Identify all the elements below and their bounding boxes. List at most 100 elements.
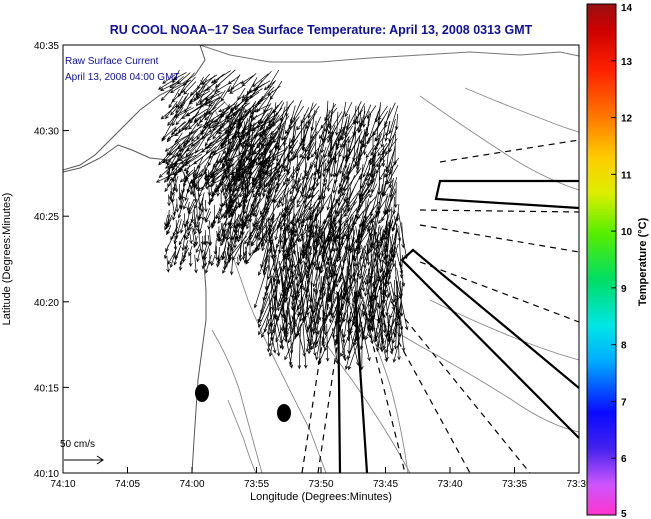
current-vector: [304, 223, 309, 261]
current-vector: [373, 231, 377, 252]
current-vector: [359, 316, 371, 362]
current-vector: [183, 198, 189, 210]
current-vector: [392, 279, 396, 304]
current-vector: [220, 85, 231, 102]
current-vector: [299, 244, 306, 265]
current-vector: [219, 102, 238, 130]
current-vector: [227, 241, 231, 258]
current-vector: [268, 315, 279, 357]
current-vector: [327, 225, 340, 262]
current-vector: [388, 105, 399, 135]
current-vector: [398, 291, 409, 331]
x-tick-label: 74:00: [179, 479, 204, 490]
current-vector: [189, 233, 193, 245]
x-axis-label: Longitude (Degrees:Minutes): [250, 491, 392, 503]
current-vector: [321, 226, 335, 260]
current-vector: [389, 176, 398, 198]
current-vector: [287, 248, 295, 272]
current-vector: [223, 141, 239, 174]
current-vector: [242, 183, 257, 205]
current-vector: [276, 122, 285, 150]
current-vector: [263, 163, 283, 189]
current-vector: [240, 75, 254, 84]
current-vector: [385, 121, 391, 137]
current-vector: [321, 307, 340, 346]
x-tick-label: 73:45: [373, 479, 398, 490]
current-vector: [267, 69, 280, 89]
current-vector: [368, 243, 379, 284]
current-vector: [288, 328, 296, 366]
current-vector: [362, 106, 366, 128]
current-vector: [374, 126, 386, 142]
current-vector: [303, 294, 310, 320]
current-vector: [229, 256, 234, 276]
scale-arrow: [64, 455, 104, 465]
current-vector: [162, 74, 176, 84]
current-vector: [231, 191, 238, 203]
current-vector: [279, 324, 285, 351]
current-vector: [237, 213, 245, 227]
current-vector: [308, 220, 320, 257]
current-vector: [309, 324, 317, 357]
current-vector: [306, 231, 324, 274]
current-vector: [399, 310, 406, 352]
current-vector: [262, 146, 279, 170]
current-vector: [377, 102, 382, 126]
current-vector: [235, 229, 240, 241]
current-vector: [212, 204, 217, 225]
current-vector: [201, 251, 206, 270]
current-vector: [257, 239, 274, 276]
current-vector: [383, 246, 395, 287]
current-vector: [177, 88, 199, 110]
colorbar-tick-label: 5: [621, 509, 627, 519]
current-vector: [323, 215, 336, 245]
y-tick-label: 40:25: [34, 212, 59, 223]
current-vector: [229, 86, 243, 94]
current-vector: [308, 289, 317, 329]
current-vector: [238, 160, 252, 182]
current-vector: [331, 291, 342, 319]
current-vector: [377, 142, 388, 157]
current-vector: [274, 167, 291, 194]
current-vector: [227, 170, 232, 187]
current-vector: [263, 241, 274, 271]
current-vector: [357, 268, 367, 295]
current-vector: [171, 193, 175, 203]
current-vector: [324, 103, 337, 121]
current-vector: [160, 105, 177, 120]
current-vector: [201, 110, 215, 136]
current-vector: [248, 142, 255, 176]
x-tick-label: 73:35: [502, 479, 527, 490]
current-vector: [335, 156, 346, 178]
current-vectors: [155, 69, 409, 371]
current-vector: [306, 241, 325, 284]
current-vector: [214, 183, 218, 194]
current-vector: [170, 79, 192, 94]
current-vector: [386, 164, 399, 185]
current-vector: [252, 174, 269, 198]
current-vector: [336, 225, 345, 263]
current-vector: [291, 250, 304, 278]
current-vector: [229, 233, 235, 251]
current-vector: [307, 102, 314, 119]
current-vector: [345, 173, 362, 205]
current-vector: [343, 258, 350, 298]
current-vector: [298, 273, 303, 317]
current-vector: [232, 212, 237, 230]
current-vector: [276, 204, 295, 230]
current-vector: [296, 173, 314, 204]
land-area: [63, 45, 206, 171]
current-vector: [223, 246, 230, 266]
current-vector: [258, 80, 276, 103]
current-vector: [202, 117, 215, 140]
colorbar-tick-label: 12: [621, 114, 633, 125]
current-vector: [325, 323, 330, 362]
current-vector: [244, 246, 249, 264]
current-vector: [241, 73, 257, 87]
current-vector: [241, 242, 246, 261]
current-vector: [283, 216, 288, 242]
current-vector: [216, 246, 221, 266]
current-vector: [385, 188, 396, 215]
current-vector: [288, 100, 302, 130]
current-vector: [353, 301, 365, 346]
